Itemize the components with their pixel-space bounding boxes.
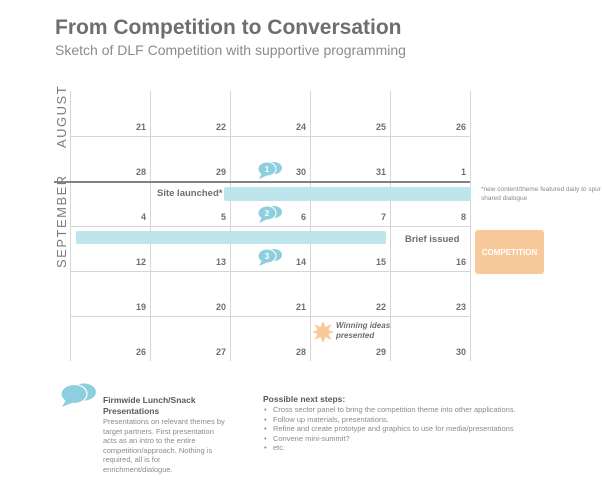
- day-number: 26: [135, 347, 146, 357]
- competition-label: COMPETITION: [481, 247, 538, 257]
- grid-row-line: [70, 226, 470, 227]
- grid-row-line: [70, 136, 470, 137]
- day-number: 21: [295, 302, 306, 312]
- lunch-body: Presentations on relevant themes by targ…: [103, 417, 225, 474]
- grid-column-line: [470, 91, 471, 361]
- next-step-item: etc.: [264, 443, 548, 453]
- day-number: 12: [135, 257, 146, 267]
- next-step-item: Refine and create prototype and graphics…: [264, 424, 548, 434]
- day-number: 14: [295, 257, 306, 267]
- winning-ideas-label: Winning ideas presented: [336, 321, 391, 340]
- next-steps-section: Possible next steps: Cross sector panel …: [263, 394, 548, 453]
- next-step-item: Follow up materials, presentations.: [264, 415, 548, 425]
- day-number: 22: [375, 302, 386, 312]
- speech-bubble-icon-2: 2: [257, 205, 282, 223]
- grid-row-line: [70, 271, 470, 272]
- new-content-note: *new content/theme featured daily to spu…: [481, 186, 601, 202]
- day-number: 7: [380, 212, 386, 222]
- next-steps-list: Cross sector panel to bring the competit…: [263, 405, 548, 453]
- brief-issued-label: Brief issued: [405, 234, 460, 245]
- next-steps-title: Possible next steps:: [263, 394, 346, 404]
- speech-bubble-icon-3: 3: [257, 248, 282, 266]
- page-subtitle: Sketch of DLF Competition with supportiv…: [55, 42, 406, 58]
- day-number: 22: [215, 122, 226, 132]
- day-number: 24: [295, 122, 306, 132]
- day-number: 26: [455, 122, 466, 132]
- site-launched-bar: [224, 187, 471, 201]
- month-label-september: SEPTEMBER: [54, 174, 69, 268]
- marker-2: 2: [265, 209, 270, 218]
- day-number: 19: [135, 302, 146, 312]
- day-number: 30: [455, 347, 466, 357]
- day-number: 5: [220, 212, 226, 222]
- day-number: 13: [215, 257, 226, 267]
- lunch-title: Firmwide Lunch/Snack Presentations: [103, 395, 196, 416]
- month-label-august: AUGUST: [54, 84, 69, 148]
- day-number: 6: [300, 212, 306, 222]
- speech-bubble-icon-1: 1: [257, 161, 282, 179]
- speech-bubble-icon: [60, 383, 96, 407]
- day-number: 15: [375, 257, 386, 267]
- lunch-section: Firmwide Lunch/Snack Presentations Prese…: [103, 395, 228, 474]
- marker-1: 1: [265, 165, 270, 174]
- day-number: 29: [215, 167, 226, 177]
- day-number: 29: [375, 347, 386, 357]
- marker-3: 3: [265, 252, 270, 261]
- day-number: 1: [460, 167, 466, 177]
- day-number: 21: [135, 122, 146, 132]
- month-divider-line: [54, 181, 470, 183]
- day-number: 16: [455, 257, 466, 267]
- competition-period-bar: [76, 231, 386, 244]
- competition-box: COMPETITION: [475, 230, 544, 274]
- grid-row-line: [70, 316, 470, 317]
- day-number: 4: [140, 212, 146, 222]
- day-number: 28: [135, 167, 146, 177]
- next-step-item: Convene mini-summit?: [264, 434, 548, 444]
- day-number: 28: [295, 347, 306, 357]
- next-step-item: Cross sector panel to bring the competit…: [264, 405, 548, 415]
- day-number: 8: [460, 212, 466, 222]
- site-launched-label: Site launched*: [157, 188, 223, 199]
- day-number: 27: [215, 347, 226, 357]
- day-number: 20: [215, 302, 226, 312]
- day-number: 31: [375, 167, 386, 177]
- page-title: From Competition to Conversation: [55, 16, 402, 39]
- starburst-icon: [312, 321, 334, 343]
- day-number: 23: [455, 302, 466, 312]
- day-number: 25: [375, 122, 386, 132]
- day-number: 30: [295, 167, 306, 177]
